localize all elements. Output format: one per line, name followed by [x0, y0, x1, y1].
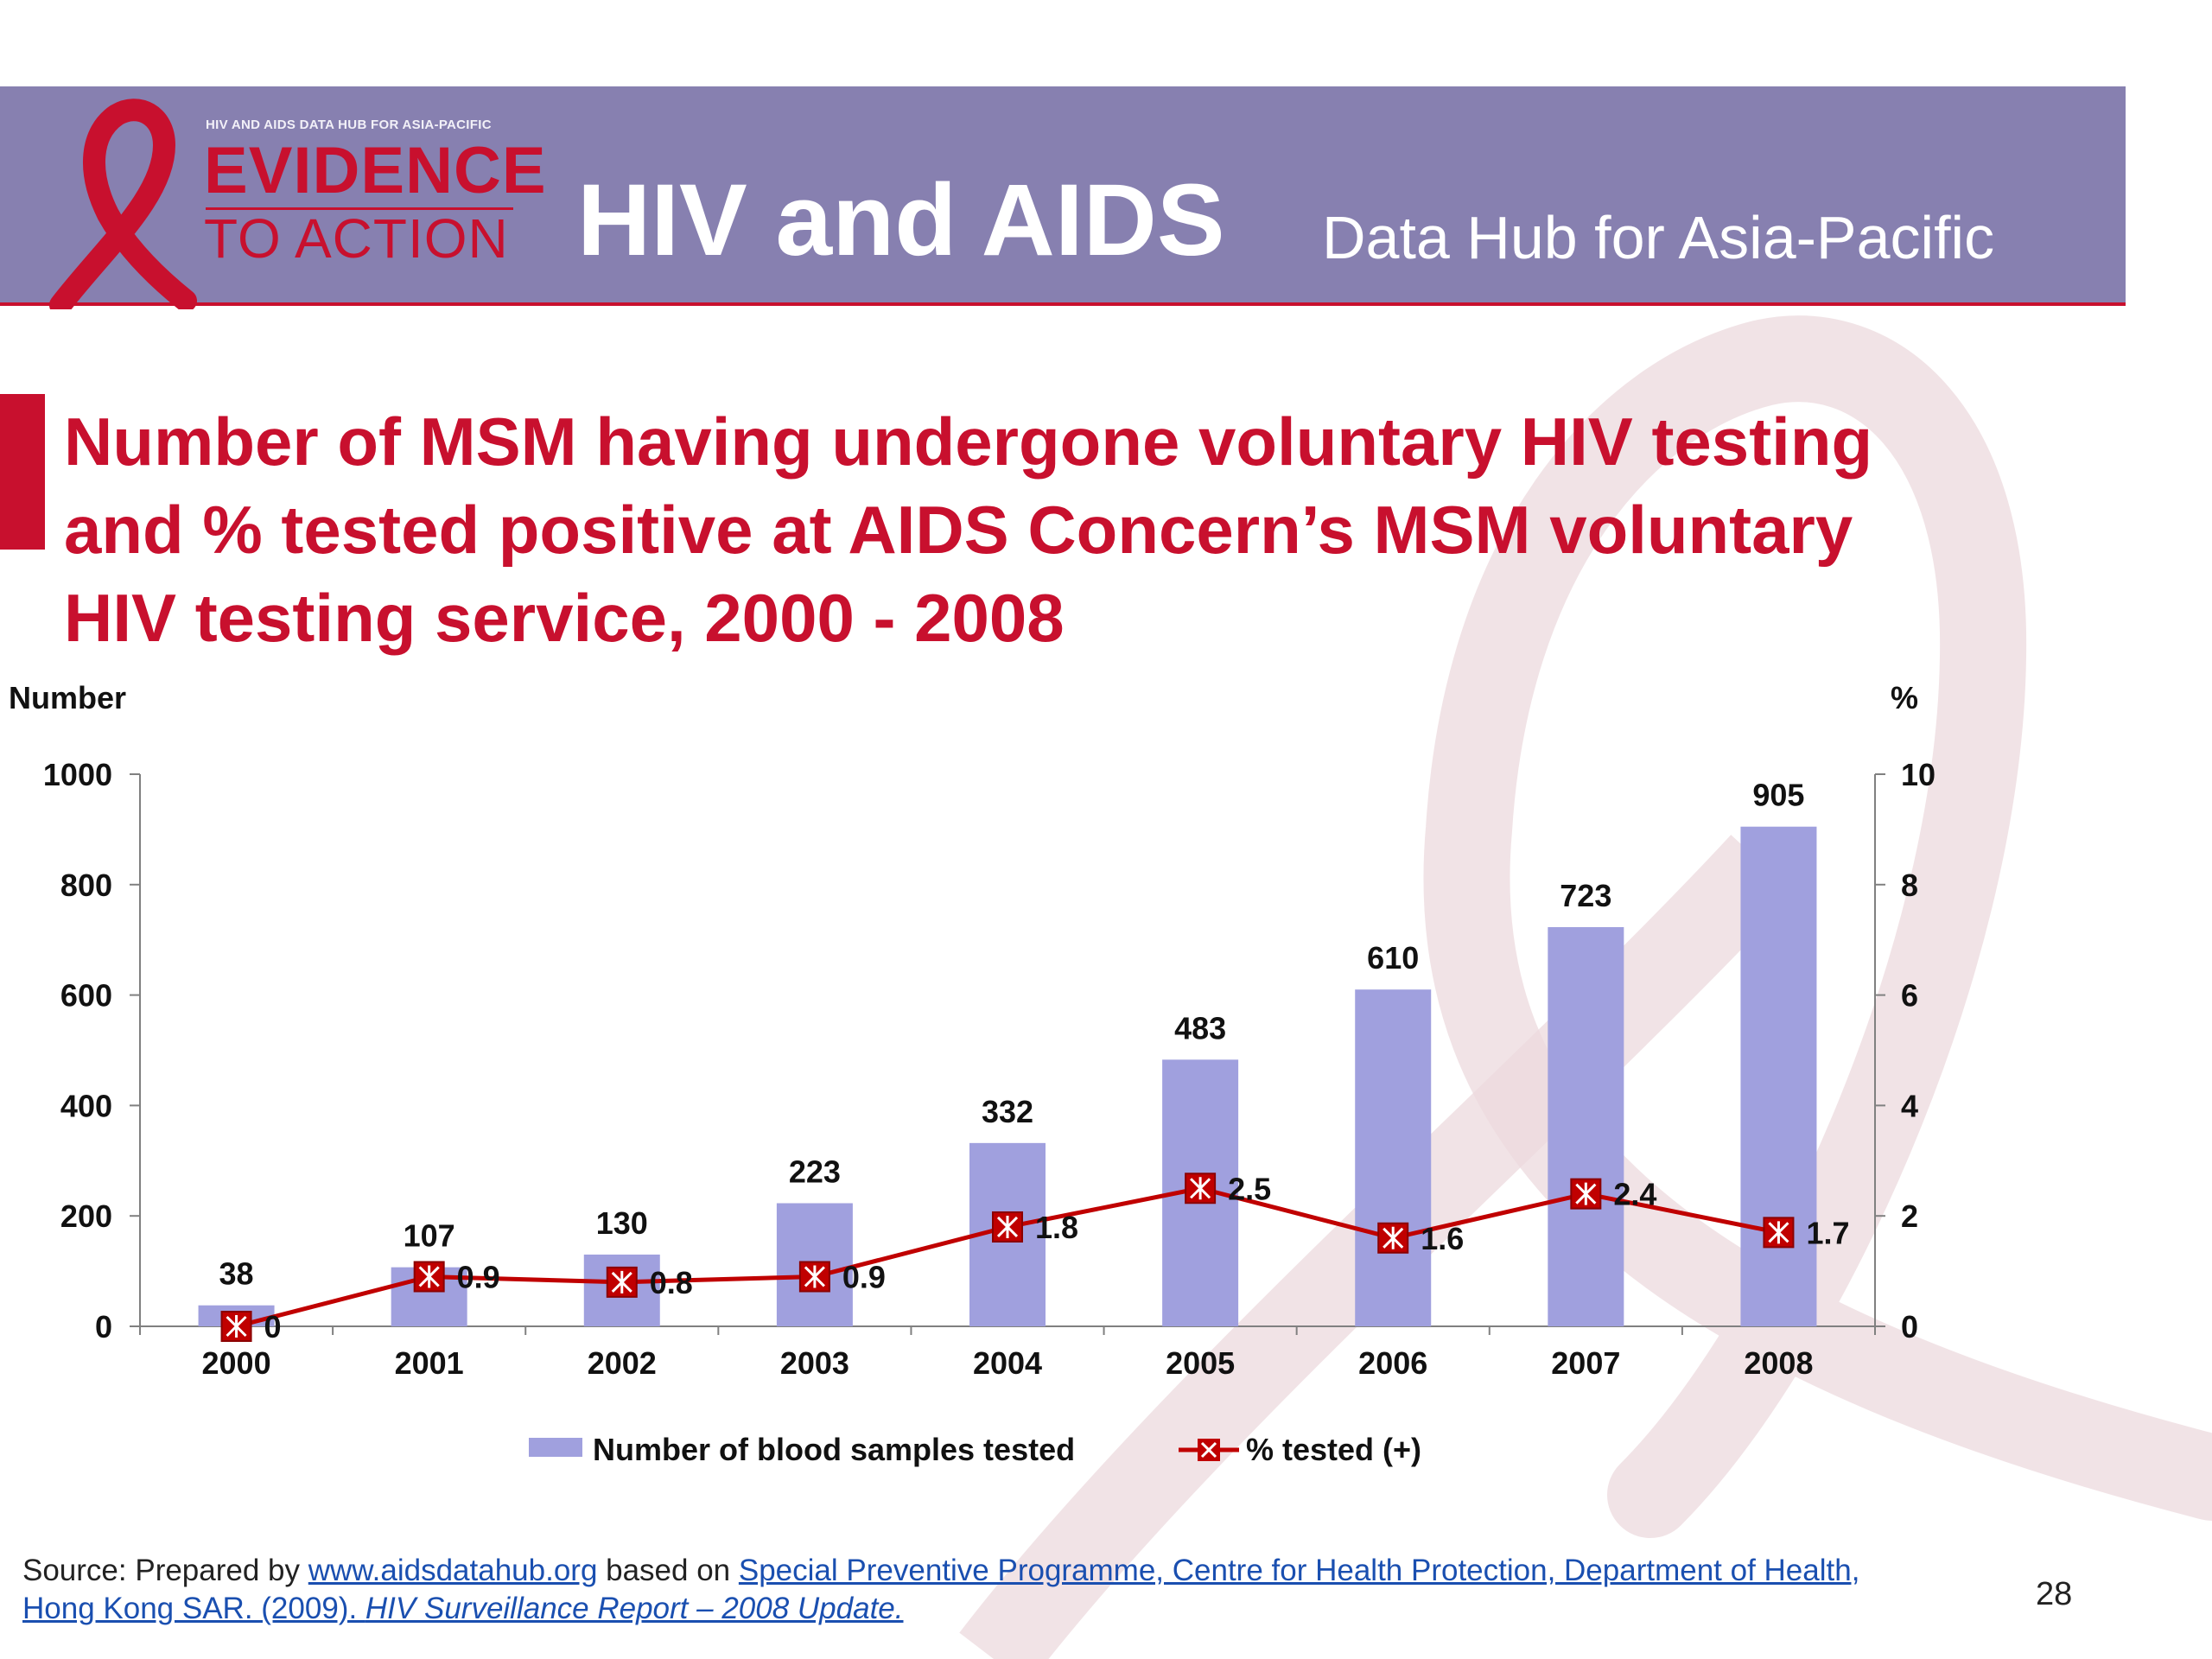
x-tick-label: 2008: [1744, 1345, 1813, 1381]
line-marker-cross: [1382, 1226, 1404, 1249]
logo-evidence-text: EVIDENCE: [204, 134, 547, 207]
line-marker-cross: [1768, 1221, 1789, 1244]
bar-value-label: 130: [596, 1205, 648, 1241]
bar: [1355, 989, 1432, 1326]
line-value-label: 1.6: [1421, 1221, 1464, 1256]
source-note: Source: Prepared by www.aidsdatahub.org …: [22, 1552, 1859, 1628]
y-tick-label: 0: [95, 1309, 112, 1344]
y2-tick-label: 8: [1901, 868, 1918, 903]
source-prefix: Source: Prepared by: [22, 1554, 308, 1587]
title-accent-bar: [0, 394, 45, 550]
bar-value-label: 905: [1752, 778, 1804, 813]
report-title: HIV Surveillance Report – 2008 Update.: [365, 1592, 904, 1625]
y2-tick-label: 4: [1901, 1088, 1918, 1123]
red-ribbon-icon: [49, 99, 197, 309]
y2-axis-title: %: [1891, 680, 1918, 715]
line-value-label: 0.9: [457, 1259, 500, 1294]
y2-tick-label: 6: [1901, 978, 1918, 1014]
line-marker-cross: [418, 1265, 440, 1288]
slide-title-line-1: Number of MSM having undergone voluntary…: [64, 404, 1873, 480]
bar-value-label: 107: [404, 1218, 455, 1254]
y2-tick-label: 2: [1901, 1198, 1918, 1234]
line-value-label: 1.8: [1035, 1210, 1078, 1245]
bar: [1740, 826, 1817, 1326]
y-tick-label: 400: [60, 1088, 112, 1123]
legend-bar-swatch: [529, 1438, 582, 1457]
line-marker-cross: [1190, 1177, 1211, 1200]
hub-subtitle: Data Hub for Asia-Pacific: [1322, 204, 1995, 271]
source-line-1: Source: Prepared by www.aidsdatahub.org …: [22, 1552, 1859, 1590]
x-tick-label: 2007: [1551, 1345, 1620, 1381]
source-line-2: Hong Kong SAR. (2009). HIV Surveillance …: [22, 1590, 1859, 1628]
y-tick-label: 800: [60, 868, 112, 903]
y-tick-label: 200: [60, 1198, 112, 1234]
bar-value-label: 610: [1367, 940, 1419, 976]
line-value-label: 0.9: [842, 1259, 886, 1294]
line-marker-cross: [996, 1215, 1019, 1238]
bar-value-label: 332: [982, 1094, 1033, 1129]
line-value-label: 1.7: [1806, 1215, 1849, 1250]
legend-line-marker-cross: [1200, 1441, 1217, 1459]
x-tick-label: 2005: [1166, 1345, 1235, 1381]
line-value-label: 2.4: [1613, 1177, 1656, 1212]
logo-caption: HIV AND AIDS DATA HUB FOR ASIA-PACIFIC: [206, 118, 492, 132]
slide-title: Number of MSM having undergone voluntary…: [64, 397, 2155, 662]
line-value-label: 0.8: [650, 1265, 693, 1300]
bar-value-label: 223: [789, 1154, 841, 1190]
logo-action-text: TO ACTION: [204, 207, 509, 270]
page-number: 28: [2036, 1576, 2073, 1612]
y2-tick-label: 10: [1901, 757, 1936, 792]
slide-title-line-2: and % tested positive at AIDS Concern’s …: [64, 492, 1853, 568]
bar: [1548, 927, 1624, 1326]
y2-tick-label: 0: [1901, 1309, 1918, 1344]
bar-value-label: 723: [1560, 878, 1611, 913]
slide-title-line-3: HIV testing service, 2000 - 2008: [64, 580, 1065, 656]
x-tick-label: 2002: [588, 1345, 657, 1381]
line-value-label: 0: [264, 1309, 282, 1344]
line-marker-cross: [804, 1265, 825, 1288]
hub-title: HIV and AIDS: [577, 163, 1225, 277]
x-tick-label: 2001: [395, 1345, 464, 1381]
legend-bar-label: Number of blood samples tested: [593, 1432, 1075, 1467]
x-tick-label: 2006: [1358, 1345, 1427, 1381]
line-marker-cross: [226, 1315, 247, 1338]
legend-line-label: % tested (+): [1246, 1432, 1421, 1467]
line-value-label: 2.5: [1228, 1171, 1271, 1206]
logo-divider: [206, 207, 513, 210]
header-band: [0, 86, 2126, 306]
line-marker-cross: [1575, 1182, 1597, 1205]
x-tick-label: 2004: [973, 1345, 1042, 1381]
report-link[interactable]: Hong Kong SAR. (2009). HIV Surveillance …: [22, 1592, 904, 1625]
y-tick-label: 1000: [43, 757, 112, 792]
bar-value-label: 483: [1174, 1010, 1226, 1046]
source-middle: based on: [597, 1554, 739, 1587]
combo-chart: Number % 0 200 400 600 800 1000 0 2 4 6 8 10 2000 2001 2…: [9, 680, 1936, 1467]
spp-link[interactable]: Special Preventive Programme, Centre for…: [738, 1554, 1860, 1587]
x-tick-label: 2003: [780, 1345, 849, 1381]
line-marker-cross: [611, 1270, 632, 1294]
report-link-text: Hong Kong SAR. (2009).: [22, 1592, 365, 1625]
y-axis-title: Number: [9, 680, 126, 715]
aidsdatahub-link[interactable]: www.aidsdatahub.org: [308, 1554, 598, 1587]
bar-value-label: 38: [219, 1256, 254, 1292]
x-tick-label: 2000: [202, 1345, 271, 1381]
y-tick-label: 600: [60, 978, 112, 1014]
